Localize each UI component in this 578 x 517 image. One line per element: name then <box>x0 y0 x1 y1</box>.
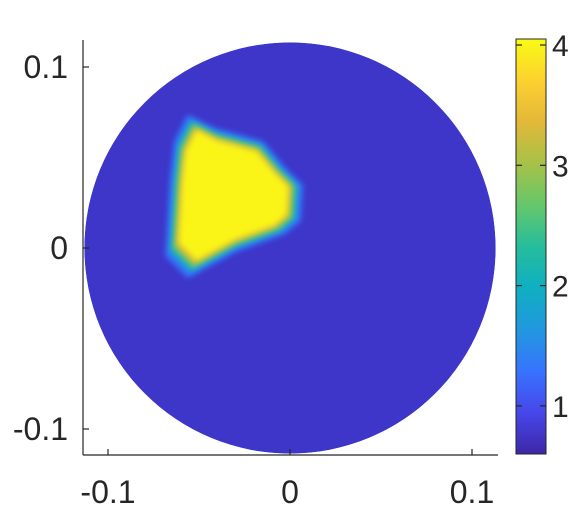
colorbar-tick-label: 3 <box>552 150 569 183</box>
colorbar-tick-label: 2 <box>552 271 569 304</box>
colorbar-tick-label: 1 <box>552 391 569 424</box>
inclusion-core <box>178 130 289 261</box>
y-tick-label: 0.1 <box>24 49 68 85</box>
y-tick-label: -0.1 <box>13 411 68 447</box>
x-axis-ticks: -0.1 0 0.1 <box>80 449 494 510</box>
conductivity-disk <box>84 42 496 454</box>
colorbar: 1 2 3 4 <box>515 30 569 455</box>
y-tick-label: 0 <box>50 230 68 266</box>
x-tick-label: -0.1 <box>80 474 135 510</box>
colorbar-ticks: 1 2 3 4 <box>516 30 569 424</box>
colorbar-gradient <box>515 38 547 455</box>
inclusion-region <box>165 114 303 279</box>
x-tick-label: 0.1 <box>450 474 494 510</box>
colorbar-tick-label: 4 <box>552 30 569 63</box>
plot-area <box>84 42 496 454</box>
x-tick-label: 0 <box>281 474 299 510</box>
y-axis-ticks: 0.1 0 -0.1 <box>13 49 89 447</box>
